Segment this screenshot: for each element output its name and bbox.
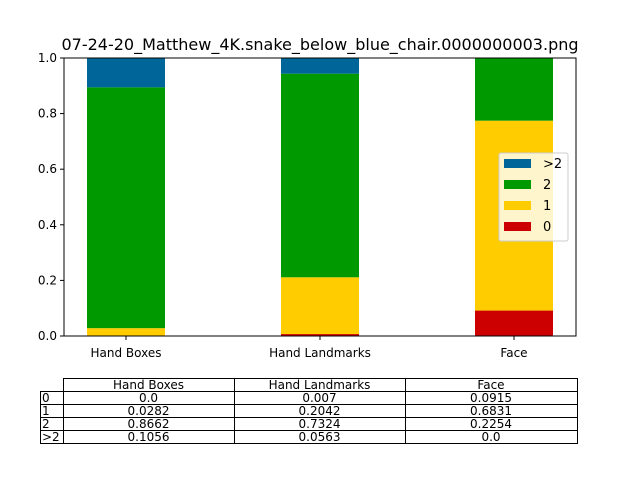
y-tick-label: 0.8 xyxy=(38,107,57,121)
table-row-label: >2 xyxy=(40,430,64,444)
bar-segment xyxy=(281,334,359,336)
legend-swatch xyxy=(504,201,531,210)
bar-segment xyxy=(281,73,359,278)
table-row-label: 2 xyxy=(40,417,64,431)
y-tick-label: 0.0 xyxy=(38,329,57,343)
bar-segment xyxy=(281,58,359,74)
bar-segment xyxy=(87,58,165,88)
legend-label: 1 xyxy=(543,199,551,214)
table-row: 2 0.8662 0.7324 0.2254 xyxy=(40,417,578,431)
legend-swatch xyxy=(504,180,531,189)
table-cell: 0.0282 xyxy=(62,404,235,418)
table-row: >2 0.1056 0.0563 0.0 xyxy=(40,430,578,444)
bar-segment xyxy=(87,328,165,336)
chart-title: 07-24-20_Matthew_4K.snake_below_blue_cha… xyxy=(61,35,578,55)
legend-box xyxy=(498,152,569,242)
y-tick-label: 0.2 xyxy=(38,273,57,287)
bar-segment xyxy=(87,87,165,329)
table-col-header: Hand Boxes xyxy=(62,378,235,392)
table-row-label: 0 xyxy=(40,391,64,405)
table-cell: 0.0 xyxy=(404,430,578,444)
x-tick-label: Face xyxy=(500,346,527,360)
bar-segment xyxy=(281,277,359,335)
legend-label: 2 xyxy=(543,178,551,193)
table-cell: 0.8662 xyxy=(62,417,235,431)
table-row: 0 0.0 0.007 0.0915 xyxy=(40,391,578,405)
table-header-row: Hand Boxes Hand Landmarks Face xyxy=(40,378,578,392)
y-tick-label: 1.0 xyxy=(38,51,57,65)
table-cell: 0.007 xyxy=(233,391,406,405)
table-cell: 0.6831 xyxy=(404,404,578,418)
bar-segment xyxy=(475,58,553,121)
x-tick-label: Hand Boxes xyxy=(91,346,162,360)
table-cell: 0.0 xyxy=(62,391,235,405)
data-table: Hand Boxes Hand Landmarks Face 0 0.0 0.007 0.… xyxy=(40,378,578,444)
table-cell: 0.0563 xyxy=(233,430,406,444)
table-col-header: Face xyxy=(404,378,578,392)
table-row-label: 1 xyxy=(40,404,64,418)
table-cell: 0.2254 xyxy=(404,417,578,431)
legend-swatch xyxy=(504,222,531,231)
x-tick-label: Hand Landmarks xyxy=(269,346,371,360)
y-tick-label: 0.4 xyxy=(38,218,57,232)
legend-swatch xyxy=(504,159,531,168)
table-cell: 0.1056 xyxy=(62,430,235,444)
y-tick-label: 0.6 xyxy=(38,162,57,176)
stacked-bar-chart: 07-24-20_Matthew_4K.snake_below_blue_cha… xyxy=(38,35,579,360)
table-cell: 0.2042 xyxy=(233,404,406,418)
table-col-header: Hand Landmarks xyxy=(233,378,406,392)
legend-label: >2 xyxy=(543,157,562,172)
legend-label: 0 xyxy=(543,220,551,235)
table-row: 1 0.0282 0.2042 0.6831 xyxy=(40,404,578,418)
bar-segment xyxy=(475,310,553,336)
table-cell: 0.0915 xyxy=(404,391,578,405)
table-cell: 0.7324 xyxy=(233,417,406,431)
